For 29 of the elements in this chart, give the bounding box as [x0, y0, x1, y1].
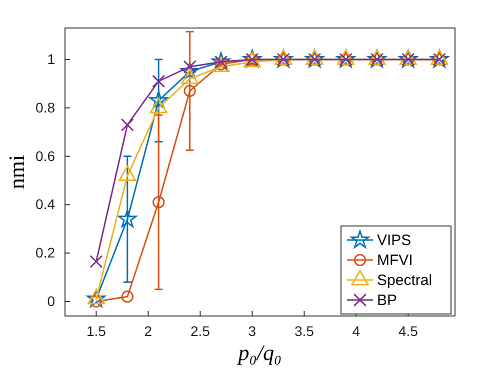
y-tick-label: 0.2 — [36, 244, 56, 261]
x-tick-label: 2 — [144, 322, 152, 339]
point — [86, 289, 106, 308]
point — [120, 118, 134, 132]
x-tick-label: 1.5 — [86, 322, 106, 339]
x-tick-label: 4.5 — [398, 322, 418, 339]
legend-label: BP — [377, 292, 398, 309]
x-axis-title: p₀/q₀ — [236, 340, 282, 365]
y-tick-label: 0.4 — [36, 196, 56, 212]
legend-label: Spectral — [377, 272, 432, 289]
point — [121, 290, 134, 303]
x-tick-label: 2.5 — [190, 322, 210, 339]
point — [152, 196, 165, 208]
x-tick-label: 4 — [352, 322, 360, 339]
point — [152, 74, 166, 88]
y-tick-label: 0.8 — [36, 99, 56, 116]
y-axis-title: nmi — [4, 154, 29, 190]
point — [90, 254, 103, 268]
point — [118, 209, 137, 228]
legend-label: MFVI — [377, 252, 413, 269]
point — [184, 84, 196, 98]
x-tick-label: 3 — [248, 322, 256, 339]
point — [149, 90, 168, 109]
y-tick-label: 0.6 — [36, 148, 56, 164]
point — [180, 62, 200, 80]
legend-label: VIPS — [377, 232, 412, 249]
y-tick-label: 1 — [47, 50, 56, 67]
x-tick-label: 3.5 — [294, 322, 314, 339]
y-tick-label: 0 — [47, 292, 56, 309]
